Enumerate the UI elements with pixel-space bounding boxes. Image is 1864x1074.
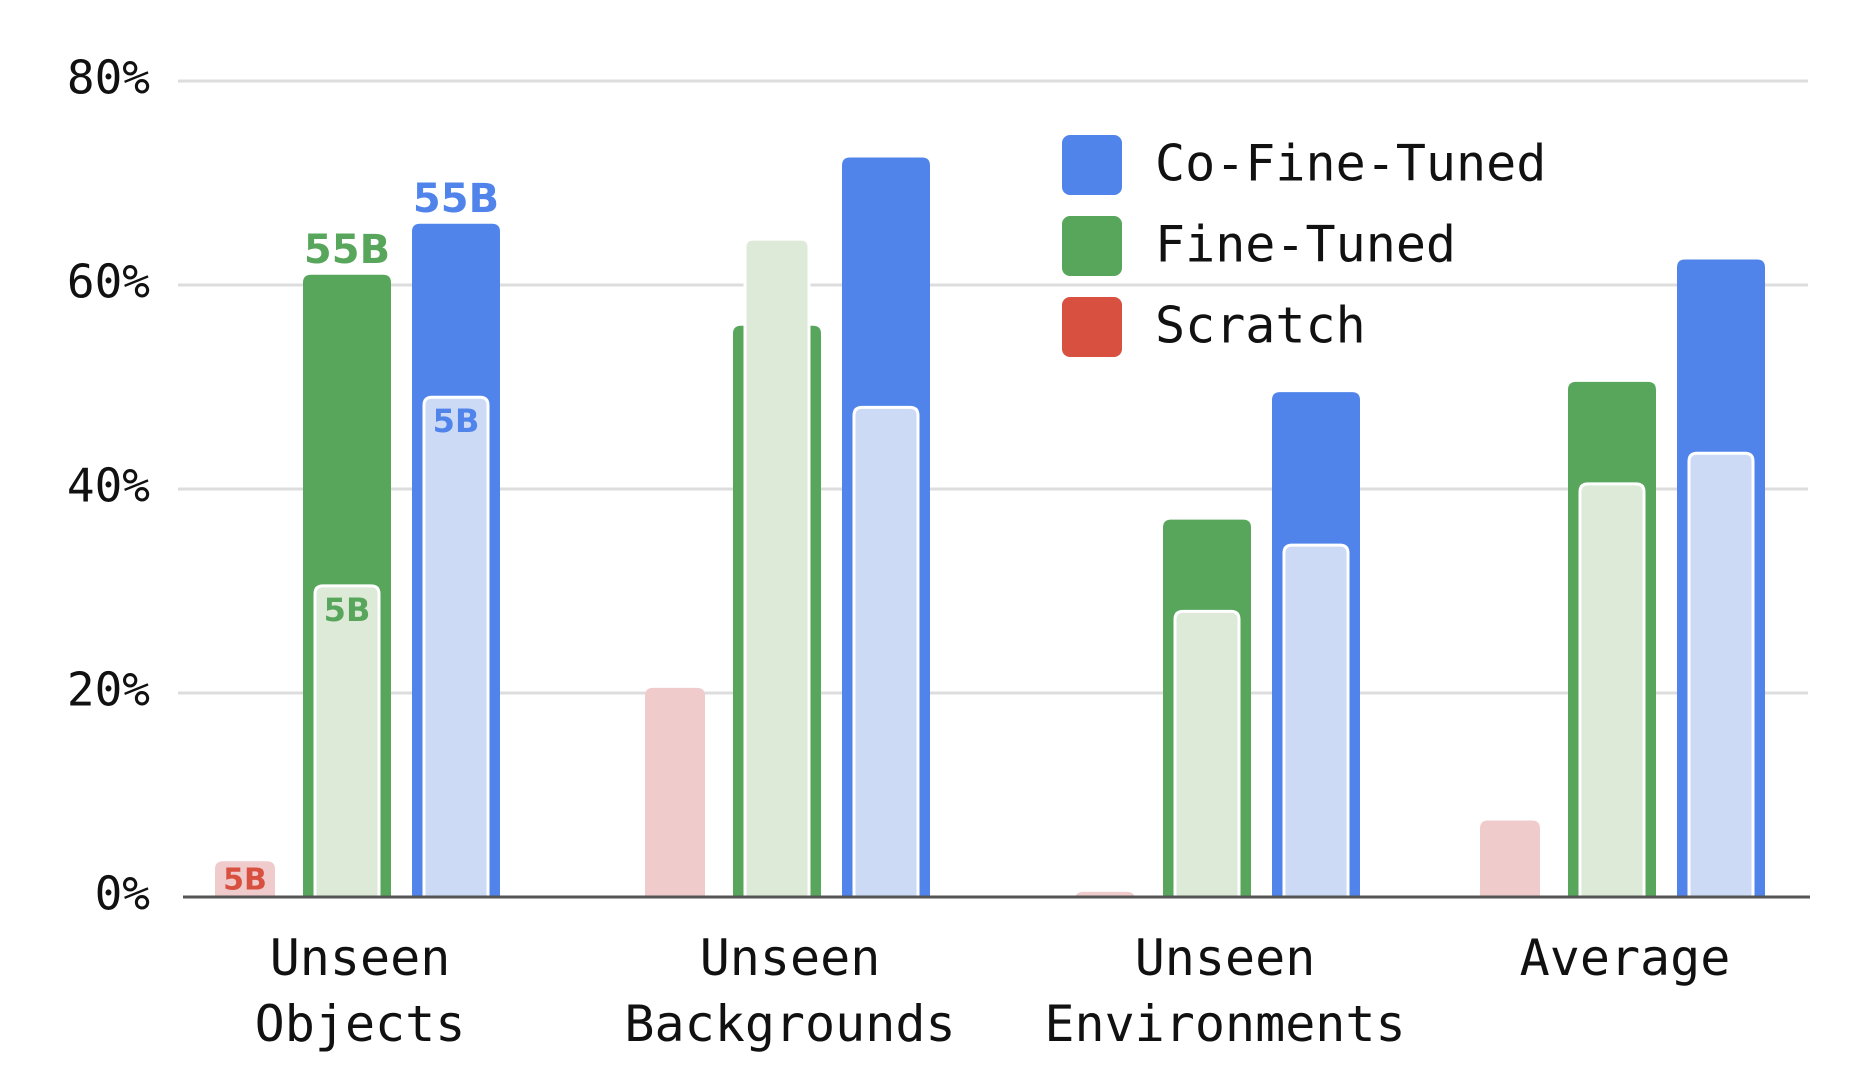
legend-label: Scratch — [1155, 297, 1366, 355]
co-fine-tuned-5b-label: 5B — [433, 402, 480, 440]
co-fine-tuned-5b-bar — [1282, 543, 1350, 899]
bar-group: 5B 55B 5B 55B 5B — [215, 176, 500, 899]
fine-tuned-5b-bar — [1173, 609, 1241, 899]
x-category-label-line: Unseen — [270, 929, 451, 987]
y-axis-ticks: 0% 20% 40% 60% 80% — [67, 51, 150, 921]
x-category-label: Average — [1520, 929, 1731, 987]
fine-tuned-5b-bar — [313, 584, 381, 899]
scratch-5b-label: 5B — [223, 862, 267, 897]
x-category-label-line: Unseen — [700, 929, 881, 987]
x-category-label-line: Average — [1520, 929, 1731, 987]
bar-group — [1480, 259, 1765, 899]
legend-label: Fine-Tuned — [1155, 216, 1456, 274]
x-category-label: Unseen Backgrounds — [624, 929, 955, 1053]
fine-tuned-5b-bar — [1578, 482, 1646, 899]
scratch-5b-bar — [215, 861, 275, 897]
x-category-label: Unseen Environments — [1044, 929, 1405, 1053]
co-fine-tuned-5b-bar — [1687, 451, 1755, 899]
co-fine-tuned-5b-bar — [852, 405, 920, 899]
x-category-label-line: Environments — [1044, 995, 1405, 1053]
legend: Co-Fine-Tuned Fine-Tuned Scratch — [1062, 135, 1546, 357]
legend-swatch — [1062, 135, 1122, 195]
legend-swatch — [1062, 297, 1122, 357]
legend-item: Co-Fine-Tuned — [1062, 135, 1546, 195]
x-category-label: Unseen Objects — [255, 929, 466, 1053]
legend-item: Fine-Tuned — [1062, 216, 1456, 276]
legend-swatch — [1062, 216, 1122, 276]
bars: 5B 55B 5B 55B 5B — [215, 157, 1765, 900]
bar-group — [1075, 392, 1360, 900]
fine-tuned-5b-label: 5B — [324, 591, 371, 629]
y-tick-label: 60% — [67, 255, 150, 309]
x-category-label-line: Unseen — [1135, 929, 1316, 987]
x-category-label-line: Backgrounds — [624, 995, 955, 1053]
legend-item: Scratch — [1062, 297, 1366, 357]
x-category-label-line: Objects — [255, 995, 466, 1053]
x-axis-category-labels: Unseen Objects Unseen Backgrounds Unseen Envi… — [255, 929, 1731, 1053]
legend-label: Co-Fine-Tuned — [1155, 135, 1546, 193]
scratch-5b-bar — [645, 687, 705, 897]
fine-tuned-55b-label: 55B — [304, 227, 390, 273]
y-tick-label: 80% — [67, 51, 150, 105]
co-fine-tuned-5b-bar — [422, 395, 490, 899]
scratch-5b-bar — [1480, 820, 1540, 897]
y-tick-label: 40% — [67, 459, 150, 513]
y-tick-label: 0% — [95, 867, 150, 921]
co-fine-tuned-55b-label: 55B — [413, 176, 499, 222]
fine-tuned-5b-bar — [743, 237, 811, 899]
bar-group — [645, 157, 930, 899]
y-tick-label: 20% — [67, 663, 150, 717]
